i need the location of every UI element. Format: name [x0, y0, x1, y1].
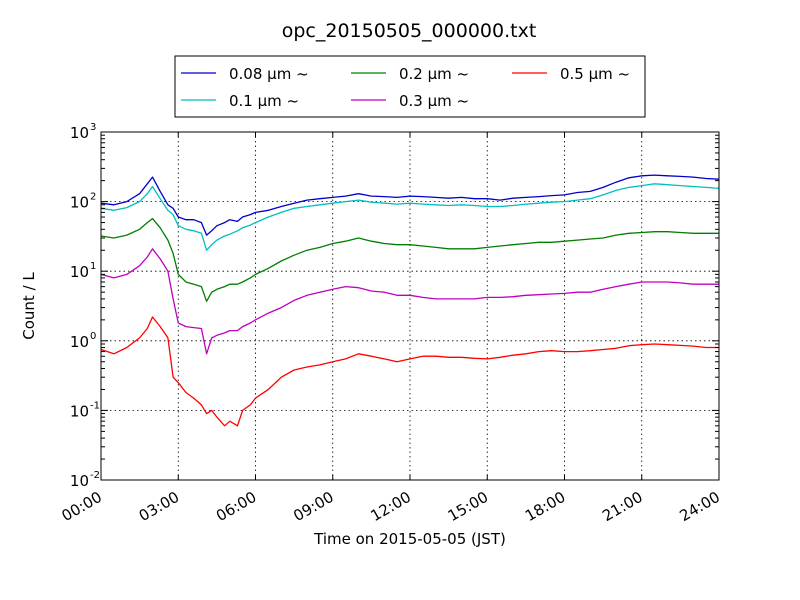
series-line-0 [100, 174, 720, 236]
y-axis-label: Count / L [20, 272, 38, 340]
series-line-1 [100, 183, 720, 251]
plot-frame [100, 131, 720, 481]
series-line-4 [100, 316, 719, 427]
legend-entry-label: 0.08 µm ~ [229, 65, 309, 83]
legend-entry-label: 0.3 µm ~ [399, 92, 469, 110]
y-tick-base: 10 [70, 472, 89, 490]
chart-title: opc_20150505_000000.txt [282, 20, 537, 42]
y-tick-base: 10 [70, 402, 89, 420]
y-tick-label: 10 2 [70, 192, 96, 212]
y-tick-exponent: 1 [90, 261, 96, 272]
y-tick-label: 10 -2 [70, 470, 100, 490]
y-tick-exponent: 2 [90, 192, 96, 203]
y-tick-label: 10 0 [70, 331, 96, 351]
legend-box [174, 55, 646, 118]
y-tick-base: 10 [70, 194, 89, 212]
series-line-3 [100, 248, 719, 355]
axis-ticks [100, 131, 720, 481]
plot-series [100, 174, 720, 427]
y-tick-exponent: 0 [90, 331, 96, 342]
legend: 0.08 µm ~ 0.1 µm ~ 0.2 µm ~ 0.3 µm ~ 0.5 µm … [174, 55, 646, 118]
y-tick-exponent: 3 [90, 122, 96, 133]
y-tick-base: 10 [70, 333, 89, 351]
y-tick-base: 10 [70, 263, 89, 281]
x-axis-label: Time on 2015-05-05 (JST) [313, 530, 506, 548]
y-tick-label: 10 -1 [70, 400, 100, 420]
legend-entry-label: 0.5 µm ~ [560, 65, 630, 83]
y-tick-label: 10 1 [70, 261, 96, 281]
y-tick-label: 10 3 [70, 122, 96, 142]
legend-entry-label: 0.1 µm ~ [229, 92, 299, 110]
series-line-2 [100, 217, 719, 302]
y-tick-base: 10 [70, 124, 89, 142]
legend-entry-label: 0.2 µm ~ [399, 65, 469, 83]
y-tick-exponent: -1 [90, 400, 100, 411]
y-tick-exponent: -2 [90, 470, 100, 481]
